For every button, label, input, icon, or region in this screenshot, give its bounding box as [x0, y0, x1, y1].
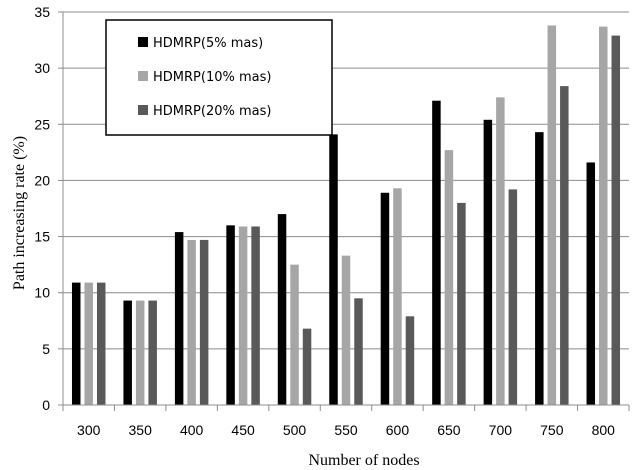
x-tick-label: 300	[77, 422, 101, 438]
x-tick-label: 450	[231, 422, 255, 438]
bar	[290, 264, 299, 405]
bar	[535, 132, 544, 405]
bar	[599, 26, 608, 406]
x-tick-label: 400	[180, 422, 204, 438]
x-tick-label: 550	[334, 422, 358, 438]
bar	[444, 150, 454, 405]
bar	[432, 100, 441, 405]
x-tick-label: 600	[386, 422, 410, 438]
bar	[483, 119, 493, 406]
x-axis-title: Number of nodes	[308, 452, 419, 469]
y-axis-title: Path increasing rate (%)	[11, 136, 28, 290]
bar	[226, 225, 235, 405]
x-tick-label: 500	[283, 422, 307, 438]
bar	[354, 298, 363, 405]
bar	[135, 300, 145, 405]
x-tick-label: 350	[129, 422, 153, 438]
bar	[611, 35, 621, 405]
y-tick-label: 20	[34, 172, 50, 188]
y-tick-label: 5	[42, 341, 50, 357]
x-tick-label: 750	[540, 422, 564, 438]
bar	[187, 239, 196, 405]
bar	[84, 282, 93, 405]
bar	[199, 239, 209, 405]
bar	[380, 192, 390, 405]
bar	[496, 97, 505, 405]
bar	[96, 282, 106, 405]
bar	[405, 316, 415, 405]
bar	[560, 86, 569, 405]
legend-swatch	[138, 105, 148, 115]
y-tick-label: 0	[42, 397, 50, 413]
bar	[341, 255, 351, 405]
y-tick-label: 10	[34, 285, 50, 301]
x-tick-label: 700	[489, 422, 513, 438]
bar	[174, 232, 184, 405]
bar	[238, 226, 248, 405]
bar	[251, 226, 260, 405]
bar	[123, 300, 132, 405]
bar	[71, 282, 81, 405]
bar	[586, 162, 596, 405]
y-tick-label: 30	[34, 60, 50, 76]
bars	[71, 25, 621, 406]
legend-label: HDMRP(20% mas)	[153, 104, 271, 119]
y-tick-label: 25	[34, 116, 50, 132]
x-tick-label: 650	[437, 422, 461, 438]
x-tick-labels: 300 350 400 450 500 550 600 650 700 750 800	[77, 422, 615, 438]
bar	[148, 300, 157, 405]
y-tick-label: 15	[34, 229, 50, 245]
legend-swatch	[138, 37, 148, 47]
legend-label: HDMRP(5% mas)	[153, 36, 263, 51]
bar	[329, 134, 338, 406]
x-tick-label: 800	[592, 422, 616, 438]
legend-swatch	[138, 71, 148, 81]
bar	[302, 328, 312, 405]
bar	[547, 25, 557, 406]
legend-label: HDMRP(10% mas)	[153, 70, 271, 85]
bar	[277, 214, 287, 405]
bar	[457, 202, 466, 405]
y-tick-labels: 0 5 10 15 20 25 30 35	[34, 4, 50, 413]
bar	[508, 189, 518, 405]
axes	[58, 11, 630, 411]
y-tick-label: 35	[34, 4, 50, 20]
legend: HDMRP(5% mas) HDMRP(10% mas) HDMRP(20% mas…	[105, 19, 333, 136]
bar	[393, 188, 402, 405]
